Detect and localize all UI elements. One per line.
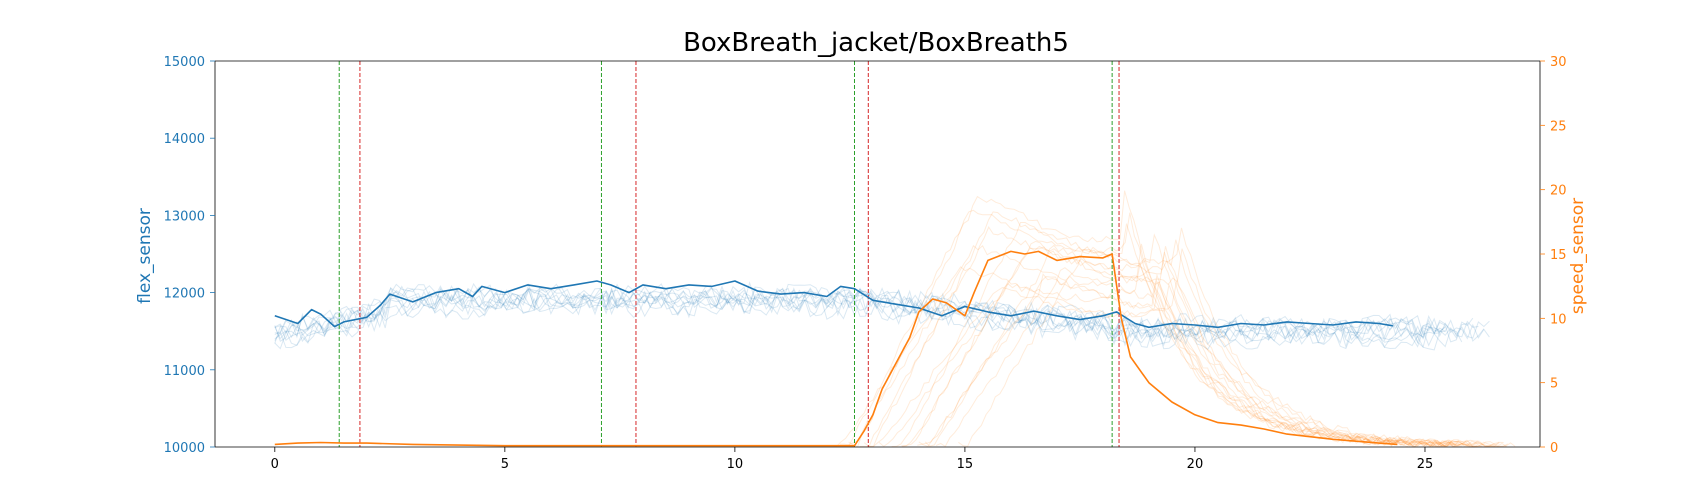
background-speed-trace — [859, 226, 1449, 448]
y-axis-right-label: speed_sensor — [1568, 198, 1588, 314]
x-tick-label: 10 — [727, 457, 744, 472]
event-markers — [338, 61, 1120, 447]
axes: 0 5 10 15 20 25 10000 11000 12000 13000 14000 15000… — [164, 55, 1567, 472]
background-speed-trace — [863, 211, 1500, 448]
background-speed-trace — [848, 190, 1507, 448]
y-left-tick-label: 11000 — [164, 364, 205, 379]
x-tick-label: 0 — [271, 457, 279, 472]
series-lines — [274, 250, 1398, 447]
background-speed-trace — [918, 273, 1508, 448]
speed-sensor-line — [274, 250, 1398, 447]
background-flex-trace — [274, 296, 1446, 351]
y-left-tick-label: 14000 — [164, 132, 205, 147]
background-flex-trace — [274, 285, 1446, 340]
background-speed-trace — [924, 244, 1460, 448]
background-flex-trace — [274, 286, 1490, 341]
x-tick-label: 20 — [1187, 457, 1204, 472]
y-right-tick-label: 5 — [1550, 377, 1558, 392]
chart-title: BoxBreath_jacket/BoxBreath5 — [683, 28, 1069, 58]
y-right-tick-label: 10 — [1550, 312, 1567, 327]
y-left-tick-label: 10000 — [164, 441, 205, 456]
x-tick-label: 25 — [1417, 457, 1434, 472]
background-speed-trace — [844, 239, 1480, 447]
background-speed-trace — [831, 263, 1453, 448]
background-speed-trace — [958, 246, 1516, 448]
y-right-tick-label: 20 — [1550, 184, 1567, 199]
y-right-tick-label: 30 — [1550, 55, 1567, 70]
background-speed-trace — [868, 281, 1500, 448]
y-axis-left-label: flex_sensor — [135, 208, 155, 304]
background-speed-trace — [891, 222, 1504, 447]
x-tick-label: 15 — [957, 457, 974, 472]
background-flex-trace — [274, 289, 1485, 345]
y-right-tick-label: 0 — [1550, 441, 1558, 456]
background-speed-trace — [839, 209, 1457, 447]
background-speed-trace — [901, 240, 1483, 447]
background-traces — [274, 190, 1516, 448]
background-speed-trace — [917, 275, 1461, 448]
x-tick-label: 5 — [501, 457, 509, 472]
background-flex-trace — [274, 286, 1474, 341]
background-flex-trace — [274, 286, 1479, 341]
background-speed-trace — [901, 246, 1495, 447]
y-right-tick-label: 25 — [1550, 119, 1567, 134]
flex-sensor-line — [274, 280, 1393, 329]
y-right-tick-label: 15 — [1550, 248, 1567, 263]
background-flex-trace — [274, 285, 1490, 342]
y-left-tick-label: 15000 — [164, 55, 205, 70]
background-flex-trace — [274, 293, 1446, 349]
y-left-tick-label: 12000 — [164, 287, 205, 302]
y-left-tick-label: 13000 — [164, 209, 205, 224]
